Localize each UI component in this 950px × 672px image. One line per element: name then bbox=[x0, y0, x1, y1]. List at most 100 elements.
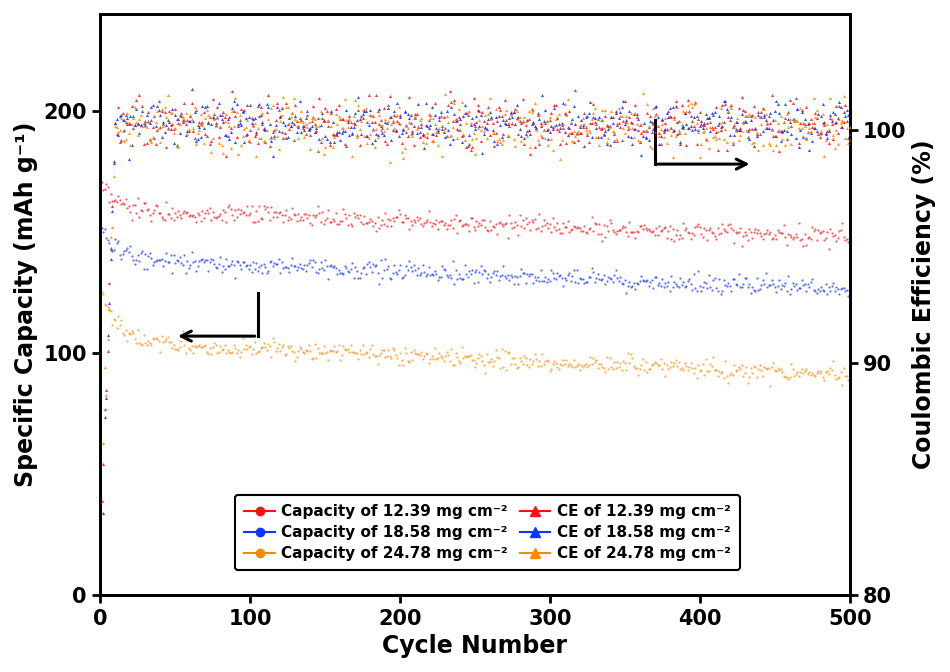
Point bbox=[470, 104, 485, 115]
Point bbox=[211, 98, 226, 109]
Point bbox=[316, 114, 332, 125]
Point bbox=[742, 224, 757, 235]
Point bbox=[481, 226, 496, 237]
Point bbox=[706, 351, 721, 362]
Point bbox=[501, 130, 516, 140]
Point bbox=[319, 134, 334, 144]
Point bbox=[338, 213, 353, 224]
Point bbox=[312, 134, 327, 144]
Point bbox=[498, 271, 513, 282]
Point bbox=[708, 130, 723, 141]
Point bbox=[625, 123, 640, 134]
Point bbox=[232, 118, 247, 129]
Point bbox=[718, 95, 733, 106]
Point bbox=[491, 110, 506, 121]
Point bbox=[818, 233, 833, 243]
Point bbox=[634, 220, 649, 231]
Point bbox=[675, 276, 691, 287]
Point bbox=[178, 118, 193, 129]
Point bbox=[188, 105, 203, 116]
Point bbox=[476, 265, 491, 276]
Point bbox=[346, 111, 361, 122]
Point bbox=[700, 118, 715, 128]
Point bbox=[234, 140, 249, 151]
Point bbox=[277, 128, 293, 139]
Point bbox=[123, 119, 138, 130]
Point bbox=[299, 260, 314, 271]
Point bbox=[226, 260, 241, 271]
Point bbox=[190, 341, 205, 351]
Point bbox=[602, 140, 618, 151]
Point bbox=[501, 348, 516, 359]
Point bbox=[649, 271, 664, 282]
Point bbox=[729, 366, 744, 376]
Point bbox=[832, 97, 847, 108]
Point bbox=[413, 118, 428, 129]
Point bbox=[808, 122, 823, 133]
Point bbox=[286, 208, 301, 219]
Point bbox=[690, 110, 705, 121]
Point bbox=[426, 353, 441, 364]
Point bbox=[320, 204, 335, 215]
Point bbox=[114, 314, 129, 325]
Point bbox=[577, 278, 592, 288]
Point bbox=[167, 208, 182, 218]
Point bbox=[210, 113, 225, 124]
Point bbox=[800, 127, 815, 138]
Point bbox=[576, 112, 591, 123]
Point bbox=[130, 119, 145, 130]
Point bbox=[208, 121, 223, 132]
Point bbox=[220, 345, 236, 355]
Point bbox=[259, 345, 275, 355]
Point bbox=[121, 247, 136, 257]
Point bbox=[520, 115, 535, 126]
Point bbox=[202, 138, 218, 149]
Point bbox=[262, 257, 277, 267]
Point bbox=[433, 271, 448, 282]
Point bbox=[779, 240, 794, 251]
Point bbox=[153, 122, 168, 132]
Point bbox=[532, 276, 547, 286]
Point bbox=[508, 141, 523, 152]
Point bbox=[727, 130, 742, 140]
Point bbox=[625, 118, 640, 128]
Point bbox=[732, 122, 748, 133]
Point bbox=[203, 349, 218, 360]
Point bbox=[364, 116, 379, 127]
Point bbox=[143, 253, 159, 264]
Point bbox=[306, 101, 321, 112]
Point bbox=[472, 218, 487, 228]
Point bbox=[358, 347, 373, 358]
Point bbox=[595, 235, 610, 246]
Point bbox=[548, 358, 563, 368]
Point bbox=[260, 266, 276, 277]
Point bbox=[580, 130, 595, 140]
Point bbox=[146, 111, 162, 122]
Point bbox=[156, 213, 171, 224]
Point bbox=[682, 362, 697, 372]
Point bbox=[711, 144, 726, 155]
Point bbox=[475, 215, 490, 226]
Point bbox=[403, 346, 418, 357]
Point bbox=[511, 278, 526, 289]
Point bbox=[651, 229, 666, 240]
Point bbox=[768, 106, 783, 117]
Point bbox=[672, 128, 687, 138]
Point bbox=[560, 269, 576, 280]
Point bbox=[102, 305, 117, 316]
Point bbox=[757, 112, 772, 123]
Point bbox=[286, 92, 301, 103]
Point bbox=[408, 216, 423, 227]
Point bbox=[643, 277, 658, 288]
Point bbox=[625, 138, 640, 149]
Point bbox=[529, 125, 544, 136]
Point bbox=[502, 210, 517, 220]
Point bbox=[159, 120, 174, 130]
Point bbox=[827, 142, 843, 153]
Point bbox=[467, 362, 483, 372]
Point bbox=[793, 367, 808, 378]
Point bbox=[559, 222, 574, 233]
Point bbox=[647, 101, 662, 112]
Point bbox=[229, 255, 244, 266]
Point bbox=[341, 346, 356, 357]
